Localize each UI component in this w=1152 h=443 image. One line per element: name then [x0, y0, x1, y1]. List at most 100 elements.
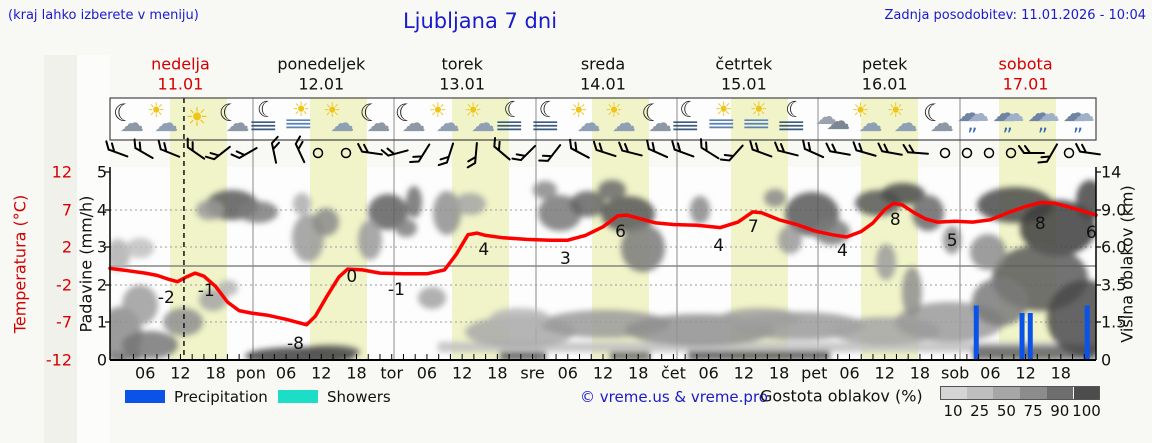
cloud-tick: 9.0: [1101, 200, 1127, 220]
moon-fog-icon: ☾ ≡: [247, 98, 280, 137]
low-cloud-strip: [438, 342, 1096, 352]
cloud-blob: [570, 191, 606, 217]
wind-barb-icon: [270, 135, 280, 164]
cloud-blob: [881, 183, 925, 205]
wind-barb-icon: [852, 141, 877, 157]
time-tick: 12: [311, 363, 332, 383]
wind-calm-icon: [1005, 147, 1017, 159]
precipitation-bar: [1084, 305, 1090, 360]
temperature-line: [108, 200, 1098, 327]
time-tick: 18: [909, 363, 931, 383]
moon-fog-icon: ☾ ≡: [493, 98, 526, 137]
margin-stripe-2: [77, 55, 110, 443]
cloud-blob: [1047, 280, 1096, 356]
day-date: 17.01: [1002, 74, 1049, 94]
wind-barb-icon: [230, 147, 258, 159]
wind-calm-icon: [312, 147, 324, 159]
cloud-blob: [943, 226, 961, 254]
time-tick: 06: [416, 363, 438, 383]
cloud-blob: [218, 280, 238, 296]
wind-barb-icon: [802, 139, 825, 159]
time-tick: pon: [235, 363, 266, 383]
cloud-blob: [970, 234, 1006, 270]
moon-cloud-icon: ☾ ☁: [218, 99, 250, 137]
temp-value-label: -1: [387, 280, 405, 301]
day-name-ponedeljek: ponedeljek: [277, 54, 366, 74]
wind-barb-icon: [774, 141, 799, 157]
time-tick: 06: [135, 363, 156, 383]
day-date: 13.01: [439, 74, 486, 94]
wind-barb-icon: [157, 139, 181, 158]
time-tick: 12: [170, 363, 191, 383]
time-tick: 12: [592, 363, 614, 383]
day-date: 11.01: [157, 74, 204, 94]
day-name-sobota: sobota: [998, 54, 1053, 74]
moon-cloud-icon: ☾ ☁: [113, 99, 144, 137]
time-tick: 06: [980, 363, 1001, 383]
cloud-blob: [533, 181, 557, 199]
wind-barb-icon: [1075, 142, 1101, 156]
sun-icon: ☀: [185, 103, 209, 133]
copyright-link[interactable]: © vreme.us & vreme.pro: [580, 388, 768, 406]
temp-value-label: -8: [286, 334, 304, 355]
page-title: Ljubljana 7 dni: [402, 9, 558, 33]
sun-cloud-icon: ☀ ☁: [851, 98, 883, 137]
wind-barb-icon: [618, 141, 643, 157]
time-tick: sob: [941, 363, 970, 383]
time-tick: 18: [205, 363, 226, 383]
time-tick: 12: [1015, 363, 1036, 383]
temp-tick: 7: [61, 200, 72, 220]
cloud-blob: [313, 208, 339, 236]
precip-tick: 0: [96, 350, 107, 370]
wind-barb-icon: [592, 140, 617, 158]
day-date: 15.01: [720, 74, 767, 94]
temp-value-label: 7: [747, 216, 759, 237]
cloud-blob: [358, 220, 382, 260]
wind-barb-icon: [357, 142, 383, 156]
density-tick: 75: [1023, 402, 1043, 420]
precipitation-bar: [973, 305, 979, 360]
wind-barb-icon: [204, 145, 231, 161]
sun-fog-icon: ☀ ≡: [740, 97, 773, 135]
moon-fog-icon: ☾ ≡: [669, 98, 702, 137]
temp-tick: -12: [45, 350, 72, 370]
wind-barb-icon: [466, 142, 478, 169]
day-name-petek: petek: [862, 54, 908, 74]
moon-cloud-icon: ☾ ☁: [922, 99, 954, 137]
cloud-blob: [196, 200, 224, 220]
temp-value-label: 4: [478, 239, 490, 260]
wind-barb-icon: [699, 138, 720, 160]
temp-value-label: 8: [1034, 214, 1046, 235]
time-tick: 12: [874, 363, 895, 383]
cloud-blob: [293, 193, 311, 215]
cloud-tick: 3.5: [1101, 275, 1127, 295]
day-name-nedelja: nedelja: [151, 54, 210, 74]
density-segment: [993, 386, 1021, 400]
cloud-tick: 14: [1101, 162, 1122, 182]
cloud-blob: [163, 308, 203, 336]
cloud-blob: [902, 267, 922, 317]
temp-tick: -2: [56, 275, 72, 295]
wind-calm-icon: [939, 147, 951, 159]
low-cloud-strip: [500, 352, 546, 360]
moon-fog-icon: ☾ ≡: [529, 98, 561, 137]
sun-cloud-icon: ☀ ☁: [569, 98, 601, 137]
temp-value-label: -2: [157, 288, 175, 309]
day-date: 16.01: [861, 74, 908, 94]
precipitation-bar: [1019, 313, 1025, 360]
density-segment: [966, 386, 994, 400]
cloud-density-label: Gostota oblakov (%): [760, 386, 923, 406]
cloud-blob: [368, 194, 408, 230]
cloud-blob: [972, 278, 1028, 326]
day-date: 14.01: [580, 74, 626, 94]
temp-value-label: 0: [346, 266, 358, 287]
wind-barb-icon: [877, 142, 903, 156]
time-tick: 06: [275, 363, 297, 383]
sun-cloud-icon: ☀ ☁: [147, 98, 179, 137]
low-cloud-strip: [610, 352, 650, 360]
sun-cloud-icon: ☀ ☁: [886, 98, 918, 137]
time-tick: 06: [839, 363, 860, 383]
time-tick: 12: [733, 363, 755, 383]
moon-cloud-icon: ☾ ☁: [641, 99, 673, 137]
day-name-četrtek: četrtek: [715, 54, 773, 74]
